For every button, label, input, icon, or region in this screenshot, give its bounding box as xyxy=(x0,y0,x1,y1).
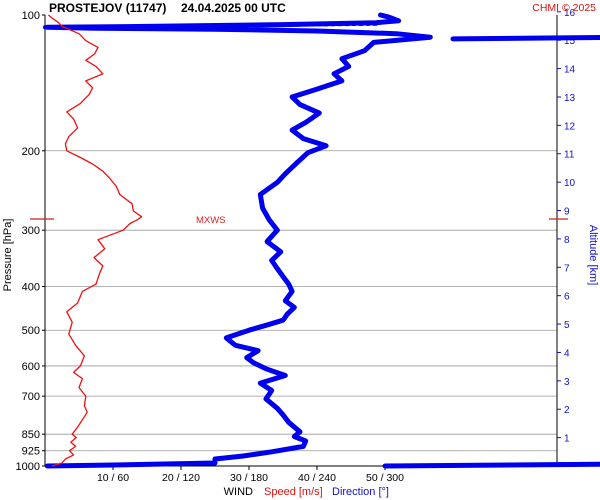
altitude-tick-label: 16 xyxy=(564,8,576,19)
pressure-tick-label: 700 xyxy=(22,391,40,403)
pressure-tick-label: 600 xyxy=(22,361,40,373)
speed-series-line xyxy=(47,14,143,467)
altitude-tick-label: 5 xyxy=(564,320,570,331)
direction-axis-title: Direction [°] xyxy=(332,486,389,498)
speed-axis-title: Speed [m/s] xyxy=(264,486,323,498)
altitude-tick-label: 15 xyxy=(564,36,576,47)
max-wind-annotation: MXWS xyxy=(196,215,226,226)
direction-surface-wrap xyxy=(382,461,600,469)
altitude-axis-title: Altitude [km] xyxy=(587,225,599,286)
credit-label: CHMI © 2025 xyxy=(532,2,596,14)
altitude-tick-label: 13 xyxy=(564,93,576,104)
altitude-tick-label: 10 xyxy=(564,178,576,189)
pressure-tick-label: 500 xyxy=(22,325,40,337)
altitude-tick-label: 9 xyxy=(564,207,570,218)
pressure-tick-label: 400 xyxy=(22,282,40,294)
altitude-tick-label: 6 xyxy=(564,292,570,303)
wind-axis-title: WIND xyxy=(224,486,253,498)
wind-tick-label: 50 / 300 xyxy=(366,472,404,484)
wind-tick-label: 20 / 120 xyxy=(162,472,200,484)
direction-wrap-segment xyxy=(43,21,378,30)
altitude-tick-label: 14 xyxy=(564,65,576,76)
pressure-tick-label: 925 xyxy=(22,446,40,458)
altitude-tick-label: 1 xyxy=(564,434,570,445)
pressure-tick-label: 300 xyxy=(22,225,40,237)
pressure-axis-title: Pressure [hPa] xyxy=(2,219,14,292)
pressure-tick-label: 200 xyxy=(22,146,40,158)
altitude-tick-label: 4 xyxy=(564,348,570,359)
wind-tick-label: 10 / 60 xyxy=(97,472,129,484)
pressure-tick-label: 1000 xyxy=(16,461,40,473)
datetime-title: 24.04.2025 00 UTC xyxy=(181,1,286,15)
wind-tick-label: 40 / 240 xyxy=(298,472,336,484)
series-layer xyxy=(43,12,600,469)
altitude-tick-label: 3 xyxy=(564,377,570,388)
direction-series-line xyxy=(44,12,433,469)
pressure-tick-label: 850 xyxy=(22,429,40,441)
altitude-tick-label: 11 xyxy=(564,150,575,161)
altitude-tick-label: 2 xyxy=(564,405,570,416)
direction-upper-wrap xyxy=(450,35,600,42)
wind-tick-label: 30 / 180 xyxy=(230,472,268,484)
pressure-axis: 100 200 300 400 500 600 700 850 925 1000 xyxy=(16,10,45,473)
altitude-tick-label: 7 xyxy=(564,263,570,274)
altitude-tick-label: 12 xyxy=(564,121,576,132)
station-title: PROSTEJOV (11747) xyxy=(49,1,166,15)
wind-axis: 10 / 60 20 / 120 30 / 180 40 / 240 50 / 300 xyxy=(97,466,404,484)
pressure-tick-label: 100 xyxy=(22,10,40,22)
grid-layer xyxy=(45,150,557,452)
altitude-tick-label: 8 xyxy=(564,235,570,246)
